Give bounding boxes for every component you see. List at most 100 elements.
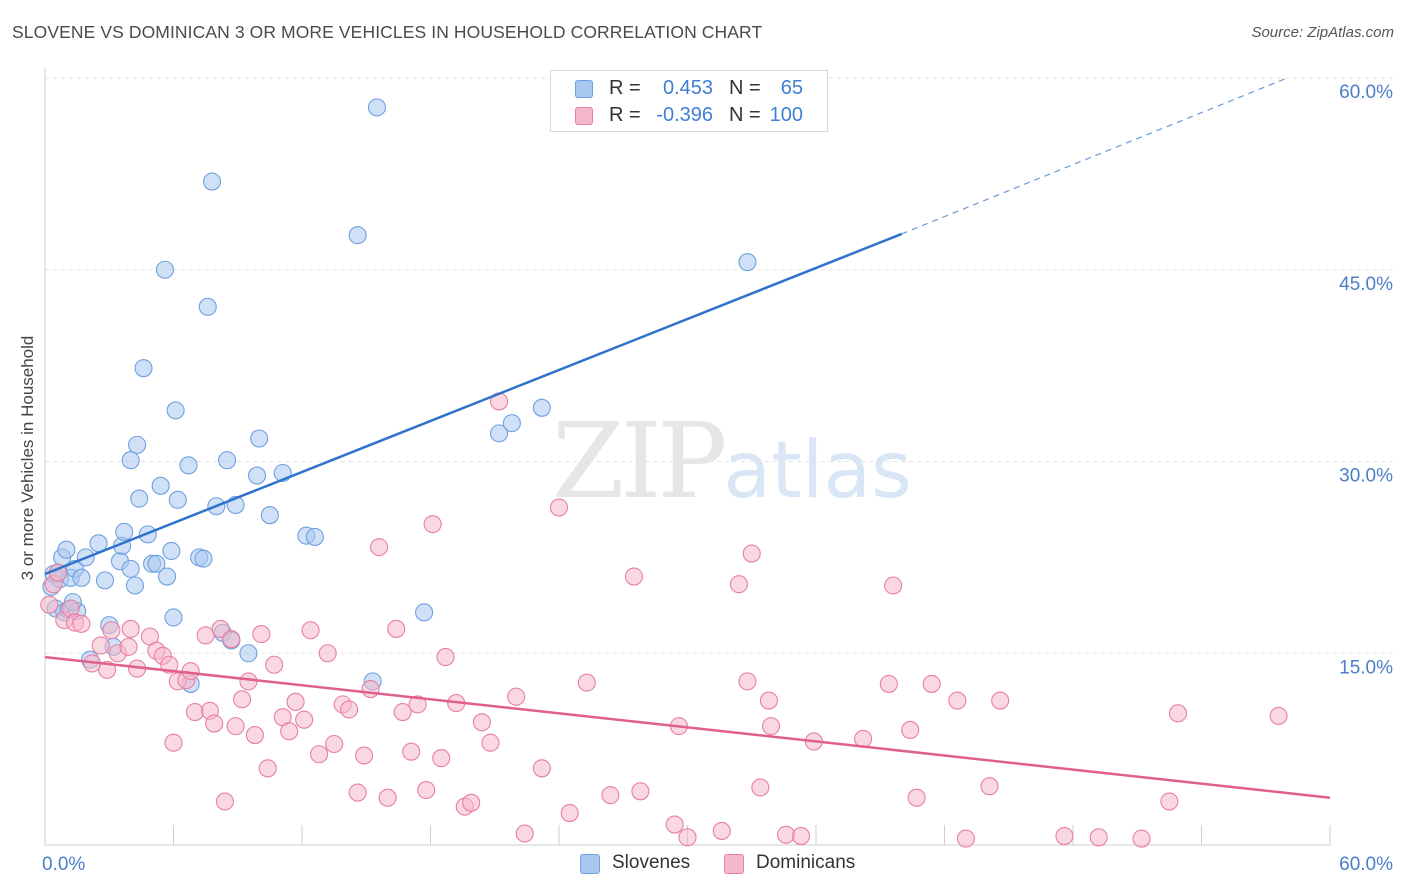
dominicans-point	[196, 626, 215, 645]
dominicans-point	[417, 780, 436, 800]
dominicans-point	[980, 777, 999, 796]
dominicans-trend-line	[44, 655, 1331, 799]
dominicans-point	[624, 567, 644, 586]
dominicans-point	[361, 679, 380, 699]
dominicans-point	[751, 778, 770, 797]
dominicans-point	[215, 792, 234, 811]
dominicans-point	[252, 625, 271, 644]
dominicans-point	[1168, 704, 1187, 723]
r-label: R =	[609, 104, 641, 126]
slovenes-point	[57, 540, 76, 559]
dominicans-point	[301, 621, 320, 640]
n-label: N =	[729, 104, 761, 126]
dominicans-point	[245, 726, 264, 745]
dominicans-point	[340, 700, 359, 719]
x-tick-label: 60.0%	[1339, 854, 1393, 875]
slovenes-trend-line	[44, 232, 903, 576]
slovenes-point	[738, 253, 757, 272]
dominicans-point	[776, 825, 796, 844]
dominicans-point	[922, 674, 941, 693]
dominicans-point	[355, 746, 374, 765]
dominicans-point	[665, 815, 684, 834]
dominicans-point	[91, 636, 110, 655]
dominicans-point	[295, 710, 314, 729]
dominicans-point	[1132, 829, 1151, 848]
dominicans-point	[102, 621, 121, 640]
dominicans-point	[370, 538, 389, 557]
dominicans-legend-swatch	[724, 854, 744, 874]
dominicans-point	[1089, 828, 1108, 847]
dominicans-point	[239, 672, 258, 691]
slovenes-point	[217, 451, 237, 470]
legend-label-slovenes: Slovenes	[612, 852, 691, 873]
slovenes-point	[203, 172, 222, 191]
dominicans-point	[560, 803, 579, 823]
dominicans-point	[205, 714, 224, 733]
dominicans-point	[991, 691, 1010, 710]
slovenes-point	[348, 226, 367, 245]
slovenes-swatch	[575, 80, 593, 98]
dominicans-point	[729, 575, 748, 594]
dominicans-point	[98, 660, 117, 679]
dominicans-point	[121, 619, 140, 639]
slovenes-point	[305, 527, 324, 546]
dominicans-point	[185, 703, 204, 722]
dominicans-point	[791, 827, 811, 846]
slovenes-point	[134, 359, 153, 378]
dominicans-point	[436, 648, 455, 667]
dominicans-point	[265, 655, 284, 674]
r-value-slovenes: 0.453	[662, 77, 713, 99]
dominicans-point	[280, 722, 299, 741]
slovenes-point	[415, 603, 434, 622]
dominicans-point	[601, 786, 620, 805]
slovenes-point	[130, 489, 149, 508]
r-value-dominicans: -0.396	[656, 104, 713, 126]
slovenes-point	[194, 549, 213, 568]
chart-title: SLOVENE VS DOMINICAN 3 OR MORE VEHICLES …	[12, 22, 763, 42]
dominicans-point	[318, 644, 337, 663]
dominicans-point	[387, 619, 406, 639]
dominicans-point	[72, 614, 91, 633]
dominicans-point	[678, 828, 697, 847]
legend-label-dominicans: Dominicans	[756, 852, 856, 873]
dominicans-point	[549, 498, 569, 517]
dominicans-point	[462, 793, 481, 812]
slovenes-point	[115, 522, 134, 541]
dominicans-point	[378, 788, 397, 807]
slovenes-point	[162, 541, 181, 561]
slovenes-point	[179, 456, 198, 475]
dominicans-point	[907, 788, 926, 807]
dominicans-point	[515, 824, 534, 843]
dominicans-point	[348, 783, 367, 802]
dominicans-swatch	[575, 107, 593, 125]
dominicans-point	[1055, 827, 1074, 846]
slovenes-point	[250, 429, 269, 448]
dominicans-point	[761, 717, 781, 736]
dominicans-point	[258, 759, 277, 778]
dominicans-point	[393, 703, 412, 722]
source-credit: Source: ZipAtlas.com	[1251, 24, 1394, 41]
dominicans-point	[40, 595, 59, 614]
slovenes-point	[247, 466, 267, 485]
dominicans-point	[1269, 706, 1288, 725]
slovenes-point	[151, 476, 170, 495]
correlation-legend: R = 0.453 N = 65 R = -0.396 N = 100	[550, 70, 828, 132]
dominicans-point	[532, 759, 551, 778]
slovenes-point	[168, 490, 187, 509]
dominicans-point	[232, 690, 252, 709]
n-value-slovenes: 65	[780, 77, 803, 99]
dominicans-point	[325, 734, 344, 754]
slovenes-point	[121, 559, 140, 578]
dominicans-point	[631, 782, 650, 801]
slovenes-point	[198, 297, 217, 316]
dominicans-point	[481, 733, 500, 752]
x-tick-label: 0.0%	[42, 854, 85, 875]
dominicans-point	[472, 713, 491, 732]
dominicans-point	[164, 733, 183, 752]
slovenes-point	[72, 568, 91, 587]
dominicans-point	[956, 829, 975, 848]
dominicans-point	[286, 692, 305, 711]
dominicans-point	[948, 691, 967, 710]
slovenes-point	[164, 608, 183, 627]
